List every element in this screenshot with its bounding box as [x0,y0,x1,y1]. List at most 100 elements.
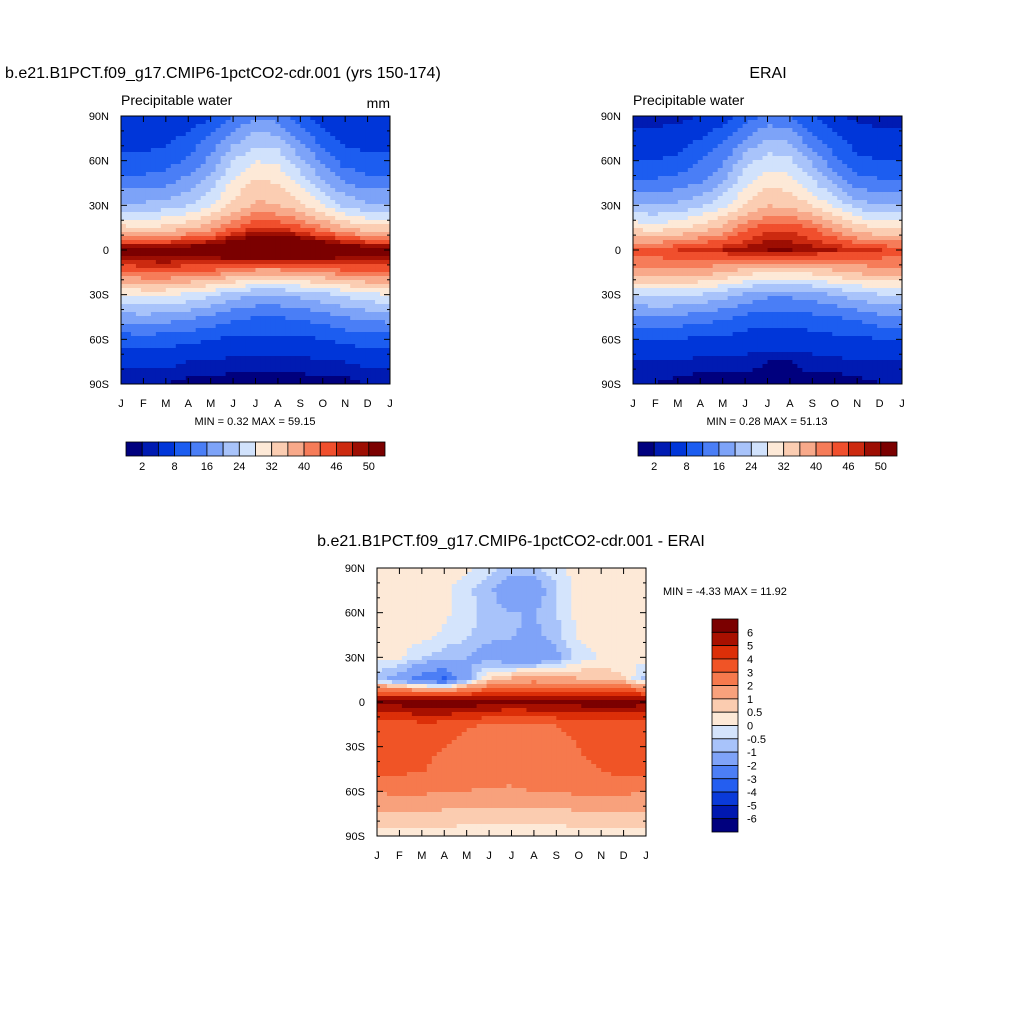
panel-model-cell [210,308,217,313]
panel-model-cell [365,284,371,289]
panel-obs-cell [697,188,704,193]
panel-model-cell [355,288,361,293]
panel-model-cell [195,272,202,277]
panel-model-cell [310,336,316,341]
panel-model-cell [345,284,351,289]
panel-model-cell [145,264,152,269]
panel-obs-cell [852,168,858,173]
panel-model-cell [275,244,282,249]
panel-model-cell [345,280,351,285]
panel-model-cell [130,336,137,341]
panel-obs-cell [762,144,769,149]
panel-model-cell [255,380,262,384]
panel-model-cell [195,224,202,229]
panel-model-cell [170,320,177,325]
panel-obs-cell [747,192,754,197]
panel-obs-cell [827,160,833,165]
panel-model-cell [305,316,311,321]
panel-model-cell [265,208,272,213]
panel-obs-cell [877,196,883,201]
panel-obs-cell [702,140,709,145]
panel-model-cell [170,236,177,241]
panel-model-cell [175,268,182,273]
panel-model-cell [350,128,356,133]
panel-model-cell [200,368,207,373]
panel-model-cell [290,256,296,261]
panel-obs-cell [682,192,689,197]
panel-model-cell [121,156,127,161]
panel-model-cell [155,348,162,353]
panel-model-cell [170,240,177,245]
panel-model-cell [215,344,222,349]
panel-model-cell [380,136,386,141]
panel-model-cell [265,212,272,217]
panel-obs-cell [837,164,843,169]
panel-model-cell [160,204,167,209]
panel-model-cell [365,372,371,377]
panel-model-cell [385,304,390,309]
panel-model-cell [150,340,157,345]
panel-model-cell [235,256,242,261]
panel-model-cell [180,152,187,157]
panel-obs-cell [707,172,714,177]
panel-obs-cell [662,192,669,197]
panel-obs-cell [772,200,779,205]
panel-model-cell [380,172,386,177]
panel-model-cell [160,308,167,313]
panel-model-cell [305,148,311,153]
panel-model-cell [225,268,232,273]
panel-obs-cell [692,172,699,177]
panel-model-cell [155,172,162,177]
panel-obs-cell [747,188,754,193]
panel-model-cell [290,156,296,161]
panel-obs-cell [817,140,823,145]
panel-model-cell [155,204,162,209]
panel-model-cell [135,316,142,321]
panel-model-cell [305,236,311,241]
panel-model-cell [240,256,247,261]
panel-model-cell [205,368,212,373]
panel-obs-cell [867,200,873,205]
panel-obs-cell [827,196,833,201]
panel-model-cell [235,192,242,197]
panel-model-cell [260,376,267,381]
panel-obs-cell [757,200,764,205]
panel-obs-cell [827,200,833,205]
panel-model-cell [250,200,257,205]
panel-model-cell [255,216,262,221]
panel-obs-cell [752,136,759,141]
panel-obs-cell [842,140,848,145]
panel-obs-cell [732,192,739,197]
panel-model-cell [325,156,331,161]
panel-model-cell [121,368,127,373]
panel-obs-cell [642,208,649,213]
panel-model-cell [345,212,351,217]
panel-model-cell [255,256,262,261]
panel-model-cell [315,332,321,337]
panel-obs-cell [897,200,902,205]
panel-model-cell [121,360,127,365]
panel-obs-cell [807,200,813,205]
panel-model-cell [335,172,341,177]
panel-model-cell [240,196,247,201]
panel-model-cell [225,128,232,133]
panel-model-cell [150,332,157,337]
panel-model-cell [300,356,306,361]
panel-model-cell [315,236,321,241]
panel-obs-cell [777,116,784,121]
panel-model-cell [370,216,376,221]
panel-model-cell [295,144,301,149]
panel-obs-cell [802,180,808,185]
panel-model-cell [330,188,336,193]
panel-model-cell [185,268,192,273]
panel-model-cell [145,216,152,221]
panel-model-cell [130,168,137,173]
panel-model-cell [275,204,282,209]
panel-obs-cell [847,184,853,189]
panel-model-cell [385,240,390,245]
panel-model-cell [290,348,296,353]
panel-model-cell [180,368,187,373]
panel-obs-cell [667,156,674,161]
panel-model-cell [140,136,147,141]
